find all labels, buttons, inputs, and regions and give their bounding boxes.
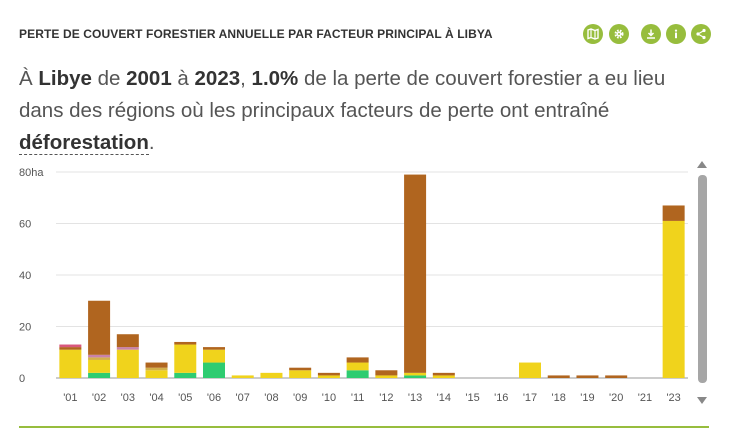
bar-segment[interactable]	[289, 367, 312, 371]
bar-segment[interactable]	[116, 347, 139, 350]
loss-percent: 1.0%	[251, 67, 299, 90]
x-tick-label: '05	[178, 392, 192, 404]
x-tick-label: '14	[437, 392, 451, 404]
bar-segment[interactable]	[289, 370, 312, 378]
bar-segment[interactable]	[317, 375, 340, 378]
bar-segment[interactable]	[203, 362, 225, 378]
bar-segment[interactable]	[88, 300, 111, 355]
bar-segment[interactable]	[404, 174, 427, 373]
x-tick-label: '20	[609, 392, 623, 404]
x-tick-label: '23	[666, 392, 680, 404]
bar-segment[interactable]	[174, 344, 197, 373]
sentence-text: de	[91, 67, 127, 90]
bar-segment[interactable]	[116, 334, 139, 348]
map-icon	[587, 28, 599, 40]
x-tick-label: '13	[408, 392, 422, 404]
start-year: 2001	[126, 67, 172, 90]
x-tick-label: '08	[264, 392, 278, 404]
x-tick-label: '12	[379, 392, 393, 404]
sentence-text: .	[148, 131, 155, 154]
download-button[interactable]	[641, 24, 661, 44]
y-tick-label: 60	[19, 219, 31, 231]
bar-segment[interactable]	[662, 220, 685, 378]
y-tick-label: 40	[19, 270, 31, 282]
x-tick-label: '06	[207, 392, 221, 404]
x-tick-label: '19	[580, 392, 594, 404]
x-tick-label: '01	[63, 392, 77, 404]
download-icon	[647, 29, 655, 39]
bottom-divider	[19, 426, 709, 428]
bar-segment[interactable]	[145, 367, 168, 371]
share-icon	[696, 28, 706, 40]
bar-segment[interactable]	[59, 344, 82, 348]
bar-segment[interactable]	[174, 372, 197, 378]
share-button[interactable]	[691, 24, 711, 44]
bar-segment[interactable]	[145, 370, 168, 378]
bar-segment[interactable]	[88, 357, 111, 360]
summary-sentence: À Libye de 2001 à 2023, 1.0% de la perte…	[19, 63, 709, 159]
bar-segment[interactable]	[605, 375, 628, 378]
info-button[interactable]	[666, 24, 686, 44]
bar-segment[interactable]	[174, 341, 197, 345]
map-button[interactable]	[583, 24, 603, 44]
bar-segment[interactable]	[404, 372, 427, 376]
bar-segment[interactable]	[346, 362, 369, 371]
bar-segment[interactable]	[375, 375, 398, 378]
x-tick-label: '04	[149, 392, 163, 404]
widget-title: PERTE DE COUVERT FORESTIER ANNUELLE PAR …	[19, 27, 493, 41]
x-tick-label: '09	[293, 392, 307, 404]
bar-segment[interactable]	[88, 354, 111, 358]
bar-segment[interactable]	[88, 359, 111, 373]
info-icon	[674, 29, 678, 39]
bar-segment[interactable]	[59, 347, 82, 350]
sentence-text: ,	[240, 67, 252, 90]
gear-icon	[614, 29, 624, 39]
x-tick-label: '18	[552, 392, 566, 404]
sentence-text: À	[19, 67, 39, 90]
y-tick-label: 80ha	[19, 167, 44, 179]
bar-segment[interactable]	[519, 362, 541, 378]
x-tick-label: '21	[638, 392, 652, 404]
bar-segment[interactable]	[576, 375, 599, 378]
bar-segment[interactable]	[346, 370, 369, 378]
bar-segment[interactable]	[662, 205, 685, 221]
driver-term-link[interactable]: déforestation	[19, 131, 149, 155]
bar-segment[interactable]	[116, 349, 139, 378]
bar-segment[interactable]	[432, 375, 455, 378]
bar-segment[interactable]	[231, 375, 254, 378]
x-tick-label: '17	[523, 392, 537, 404]
x-tick-label: '10	[322, 392, 336, 404]
x-tick-label: '11	[351, 392, 365, 404]
chart-scrollbar[interactable]	[698, 175, 707, 383]
bar-segment[interactable]	[260, 372, 283, 378]
scroll-up-arrow-icon[interactable]	[697, 161, 707, 168]
sentence-text: à	[171, 67, 195, 90]
bar-segment[interactable]	[203, 349, 225, 363]
bar-segment[interactable]	[59, 349, 82, 378]
bar-segment[interactable]	[375, 370, 398, 376]
sentence-text: de la perte de couvert forestier a eu li…	[19, 67, 666, 122]
x-tick-label: '16	[494, 392, 508, 404]
scroll-down-arrow-icon[interactable]	[697, 397, 707, 404]
x-tick-label: '15	[465, 392, 479, 404]
settings-button[interactable]	[609, 24, 629, 44]
bar-segment[interactable]	[317, 372, 340, 376]
x-tick-label: '03	[121, 392, 135, 404]
country-name: Libye	[38, 67, 92, 90]
x-tick-label: '07	[236, 392, 250, 404]
bar-segment[interactable]	[88, 372, 111, 378]
bar-segment[interactable]	[203, 347, 225, 350]
bar-segment[interactable]	[404, 375, 427, 378]
x-tick-label: '02	[92, 392, 106, 404]
bar-segment[interactable]	[547, 375, 570, 378]
bar-segment[interactable]	[432, 372, 455, 376]
y-tick-label: 0	[19, 373, 25, 385]
stacked-bar-chart: 0 20 40 60 80ha '01 '02 '03 '04 '05 '06 '07 '08 '09 '1…	[19, 167, 688, 404]
bar-segment[interactable]	[145, 362, 168, 368]
y-tick-label: 20	[19, 322, 31, 334]
end-year: 2023	[194, 67, 241, 90]
bar-segment[interactable]	[346, 357, 369, 363]
